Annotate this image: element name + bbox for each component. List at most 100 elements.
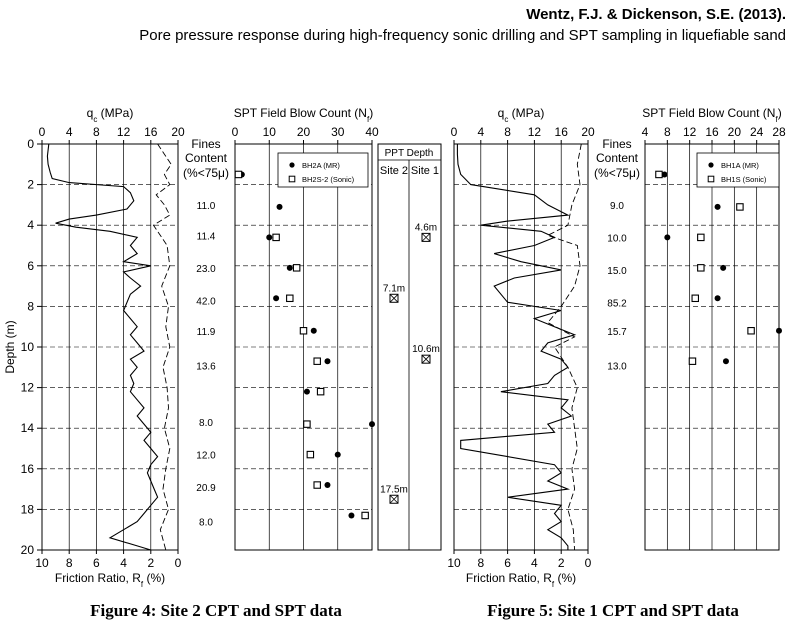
fig5-spt-frame: [644, 143, 780, 551]
depth-tick-label: 6: [27, 259, 34, 273]
fig5-fines-value: 9.0: [610, 201, 624, 212]
fig4-spt-point-circle: [266, 234, 273, 241]
fig5-cpt-fr-tick-label: 2: [558, 556, 565, 570]
ppt-depth-label: 10.6m: [412, 344, 440, 355]
fig4-spt-point-circle: [303, 388, 310, 395]
citation-authors: Wentz, F.J. & Dickenson, S.E. (2013).: [526, 6, 786, 23]
fig5-cpt-qc-profile-line: [456, 144, 577, 550]
figure-4-caption: Figure 4: Site 2 CPT and SPT data: [90, 601, 342, 620]
fig5-cpt-qc-tick-label: 0: [451, 125, 458, 139]
fig4-cpt-qc-tick-label: 4: [66, 125, 73, 139]
fig5-spt-axis-title: SPT Field Blow Count (Nf): [642, 106, 781, 124]
fig5-spt-tick-label: 20: [728, 125, 742, 139]
fig5-cpt-fr-tick-label: 8: [477, 556, 484, 570]
fig4-cpt-fr-tick-label: 6: [93, 556, 100, 570]
fig4-spt-legend-marker-square: [288, 175, 296, 183]
depth-tick-label: 0: [27, 137, 34, 151]
fig4-cpt-qc-tick-label: 16: [144, 125, 158, 139]
fig4-cpt-fr-tick-label: 4: [120, 556, 127, 570]
fig5-spt-point-circle: [664, 234, 671, 241]
fig4-cpt-qc-tick-label: 20: [171, 125, 185, 139]
depth-tick-label: 14: [21, 421, 35, 435]
fig4-spt-point-square: [234, 170, 243, 179]
fig5-fines-value: 13.0: [607, 361, 627, 372]
fig4-spt-point-circle: [348, 512, 355, 519]
fig4-cpt-fr-tick-label: 8: [66, 556, 73, 570]
depth-axis-title: Depth (m): [3, 320, 17, 373]
ppt-sensor-cross: [389, 494, 399, 504]
fig4-cpt-fr-tick-label: 2: [147, 556, 154, 570]
fig5-spt-tick-label: 24: [750, 125, 764, 139]
fig5-spt-legend-marker-circle: [708, 162, 714, 168]
depth-tick-label: 18: [21, 502, 35, 516]
fig4-cpt-friction-ratio-line: [152, 143, 172, 551]
fig4-cpt-qc-tick-label: 12: [117, 125, 131, 139]
fig4-fines-value: 23.0: [196, 264, 216, 275]
fig4-spt-point-square: [313, 357, 321, 365]
fig5-cpt-fr-tick-label: 10: [447, 556, 461, 570]
fig5-spt-legend-label: BH1S (Sonic): [721, 175, 767, 184]
depth-tick-label: 10: [21, 340, 35, 354]
fig5-spt-point-circle: [776, 327, 782, 334]
depth-tick-label: 4: [27, 218, 34, 232]
ppt-depth-label: 7.1m: [383, 283, 405, 294]
fig4-spt-frame: [234, 143, 373, 551]
fig5-spt-legend-marker-square: [707, 175, 715, 183]
fig4-spt-point-square: [361, 511, 369, 520]
fig5-spt-point-square: [697, 233, 705, 242]
fig5-cpt-fr-tick-label: 6: [504, 556, 511, 570]
fig5-fines-heading-3: (%<75μ): [594, 166, 640, 180]
ppt-sensor-cross: [421, 233, 431, 242]
fig4-fines-heading-2: Content: [185, 151, 228, 165]
depth-tick-label: 16: [21, 462, 35, 476]
fig5-spt-point-square: [697, 264, 705, 272]
fig5-spt-point-square: [736, 203, 744, 211]
fig4-spt-point-circle: [369, 421, 375, 428]
fig5-cpt-qc-tick-label: 16: [555, 125, 569, 139]
fig5-cpt-fr-tick-label: 4: [531, 556, 538, 570]
fig5-spt-tick-label: 12: [683, 125, 697, 139]
ppt-sensor-cross: [421, 354, 431, 364]
fig4-spt-point-square: [286, 294, 294, 303]
fig4-spt-point-square: [272, 233, 280, 242]
fig5-spt-point-circle: [720, 264, 727, 271]
fig4-spt-point-circle: [334, 451, 341, 458]
fig4-spt-point-square: [316, 387, 325, 396]
fig4-spt-point-circle: [276, 203, 283, 210]
fig5-spt-tick-label: 4: [642, 125, 649, 139]
fig4-cpt-qc-tick-label: 0: [39, 125, 46, 139]
fig5-cpt-fr-tick-label: 0: [585, 556, 592, 570]
fig4-fines-value: 11.9: [197, 327, 216, 338]
fig4-spt-tick-label: 10: [263, 125, 277, 139]
fig5-cpt-qc-tick-label: 4: [477, 125, 484, 139]
fig4-cpt-qc-axis-title: qc (MPa): [87, 106, 134, 124]
fig4-spt-axis-title: SPT Field Blow Count (Nf): [234, 106, 373, 124]
fig5-cpt-qc-tick-label: 20: [581, 125, 595, 139]
fig4-spt-tick-label: 20: [297, 125, 311, 139]
fig4-fines-value: 42.0: [196, 296, 216, 307]
citation-title: Pore pressure response during high-frequ…: [139, 27, 786, 44]
fig4-cpt-fr-tick-label: 0: [175, 556, 182, 570]
fig4-cpt-qc-profile-line: [46, 143, 159, 551]
fig4-spt-point-square: [299, 327, 308, 335]
fig5-spt-legend-label: BH1A (MR): [721, 161, 759, 170]
fig4-cpt-frame: [41, 143, 179, 551]
fig5-fines-value: 15.7: [607, 327, 627, 338]
fig4-spt-point-square: [303, 420, 311, 428]
fig4-fines-value: 12.0: [196, 451, 216, 462]
fig4-spt-point-square: [292, 264, 301, 272]
fig5-spt-point-circle: [714, 295, 721, 302]
fig5-spt-point-square: [691, 294, 699, 303]
fig4-spt-tick-label: 30: [331, 125, 345, 139]
fig5-spt-tick-label: 8: [664, 125, 671, 139]
fig4-fines-value: 20.9: [196, 483, 216, 494]
figure-5-caption: Figure 5: Site 1 CPT and SPT data: [487, 601, 739, 620]
fig4-spt-legend-label: BH2A (MR): [302, 161, 340, 170]
fig4-fines-value: 11.0: [197, 201, 216, 212]
ppt-heading: PPT Depth: [385, 148, 434, 159]
depth-tick-label: 20: [21, 543, 35, 557]
fig4-fines-heading-3: (%<75μ): [183, 166, 229, 180]
fig4-spt-tick-label: 0: [232, 125, 239, 139]
fig4-spt-point-circle: [324, 358, 331, 365]
